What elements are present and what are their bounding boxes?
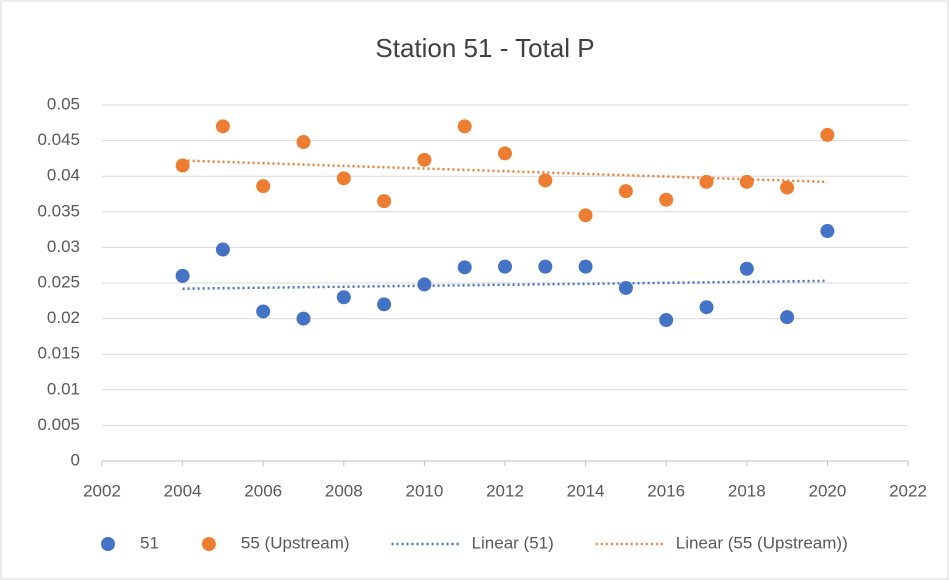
- point: [780, 310, 795, 325]
- y-tick-label: 0.03: [47, 237, 80, 256]
- point: [578, 259, 593, 274]
- y-tick-label: 0.02: [47, 308, 80, 327]
- point: [336, 171, 351, 186]
- point: [215, 242, 230, 257]
- y-tick-label: 0.045: [37, 130, 80, 149]
- point: [659, 313, 674, 328]
- x-tick-label: 2016: [647, 481, 685, 500]
- point: [739, 261, 754, 276]
- chart-title: Station 51 - Total P: [375, 33, 594, 63]
- y-tick-label: 0.04: [47, 166, 80, 185]
- y-tick-label: 0.005: [37, 415, 80, 434]
- legend-label: 55 (Upstream): [241, 533, 350, 552]
- x-tick-label: 2002: [83, 481, 121, 500]
- y-tick-label: 0.01: [47, 379, 80, 398]
- point: [699, 174, 714, 189]
- point: [377, 297, 392, 312]
- point: [780, 180, 795, 195]
- legend-label: Linear (51): [472, 533, 554, 552]
- y-tick-label: 0.015: [37, 344, 80, 363]
- point: [336, 290, 351, 305]
- x-tick-label: 2004: [164, 481, 202, 500]
- y-tick-label: 0.025: [37, 272, 80, 291]
- x-tick-label: 2014: [567, 481, 605, 500]
- point: [256, 304, 271, 319]
- point: [659, 192, 674, 207]
- point: [296, 311, 311, 326]
- x-tick-label: 2006: [244, 481, 282, 500]
- point: [175, 158, 190, 173]
- point: [820, 224, 835, 239]
- point: [578, 208, 593, 223]
- x-tick-label: 2018: [728, 481, 766, 500]
- y-tick-label: 0.035: [37, 201, 80, 220]
- point: [175, 268, 190, 283]
- point: [820, 127, 835, 142]
- point: [498, 146, 512, 161]
- point: [699, 300, 714, 315]
- point: [538, 259, 553, 274]
- point: [739, 174, 754, 189]
- x-tick-label: 2020: [808, 481, 846, 500]
- point: [538, 173, 553, 188]
- x-tick-label: 2012: [486, 481, 524, 500]
- x-tick-label: 2010: [405, 481, 443, 500]
- point: [457, 260, 472, 275]
- point: [296, 135, 311, 150]
- point: [417, 277, 432, 292]
- point: [377, 194, 392, 209]
- legend-swatch: [201, 537, 216, 551]
- x-tick-label: 2008: [325, 481, 363, 500]
- point: [498, 259, 512, 274]
- y-tick-label: 0: [71, 450, 80, 469]
- legend-label: 51: [140, 533, 159, 552]
- legend-label: Linear (55 (Upstream)): [676, 533, 848, 552]
- point: [215, 119, 230, 134]
- point: [618, 280, 633, 295]
- y-tick-label: 0.05: [47, 94, 80, 113]
- point: [417, 152, 432, 167]
- point: [618, 184, 633, 199]
- legend-swatch: [101, 537, 115, 551]
- point: [256, 179, 271, 194]
- x-tick-label: 2022: [889, 481, 927, 500]
- point: [457, 119, 472, 134]
